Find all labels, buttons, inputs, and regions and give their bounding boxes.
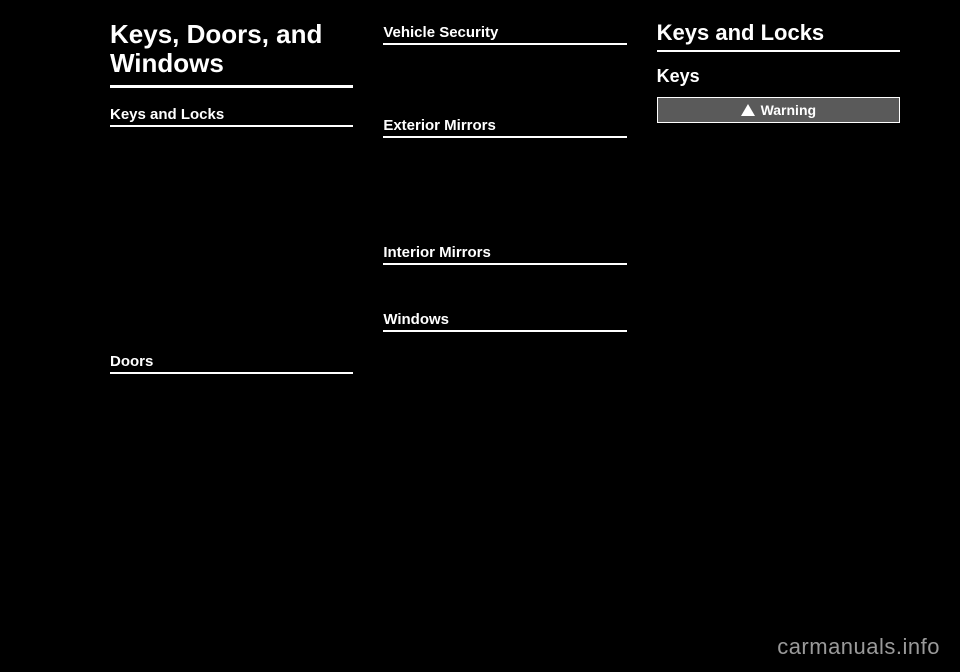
section-windows: Windows	[383, 311, 626, 332]
column-2: Vehicle Security Exterior Mirrors Interi…	[383, 20, 626, 380]
page-container: Keys, Doors, and Windows Keys and Locks …	[0, 0, 960, 380]
warning-triangle-icon	[741, 104, 755, 116]
section-interior-mirrors: Interior Mirrors	[383, 244, 626, 265]
warning-label: Warning	[761, 102, 816, 118]
spacer	[383, 271, 626, 301]
column-3: Keys and Locks Keys Warning	[657, 20, 900, 380]
spacer	[383, 51, 626, 107]
sub-title-keys: Keys	[657, 66, 900, 87]
watermark: carmanuals.info	[777, 634, 940, 660]
column-1: Keys, Doors, and Windows Keys and Locks …	[110, 20, 353, 380]
section-doors: Doors	[110, 353, 353, 374]
title-rule	[110, 85, 353, 88]
spacer	[110, 133, 353, 343]
right-title: Keys and Locks	[657, 20, 900, 46]
page-title: Keys, Doors, and Windows	[110, 20, 353, 77]
right-title-rule	[657, 50, 900, 52]
warning-box: Warning	[657, 97, 900, 123]
section-keys-and-locks: Keys and Locks	[110, 106, 353, 127]
section-exterior-mirrors: Exterior Mirrors	[383, 117, 626, 138]
section-vehicle-security: Vehicle Security	[383, 24, 626, 45]
spacer	[383, 144, 626, 234]
